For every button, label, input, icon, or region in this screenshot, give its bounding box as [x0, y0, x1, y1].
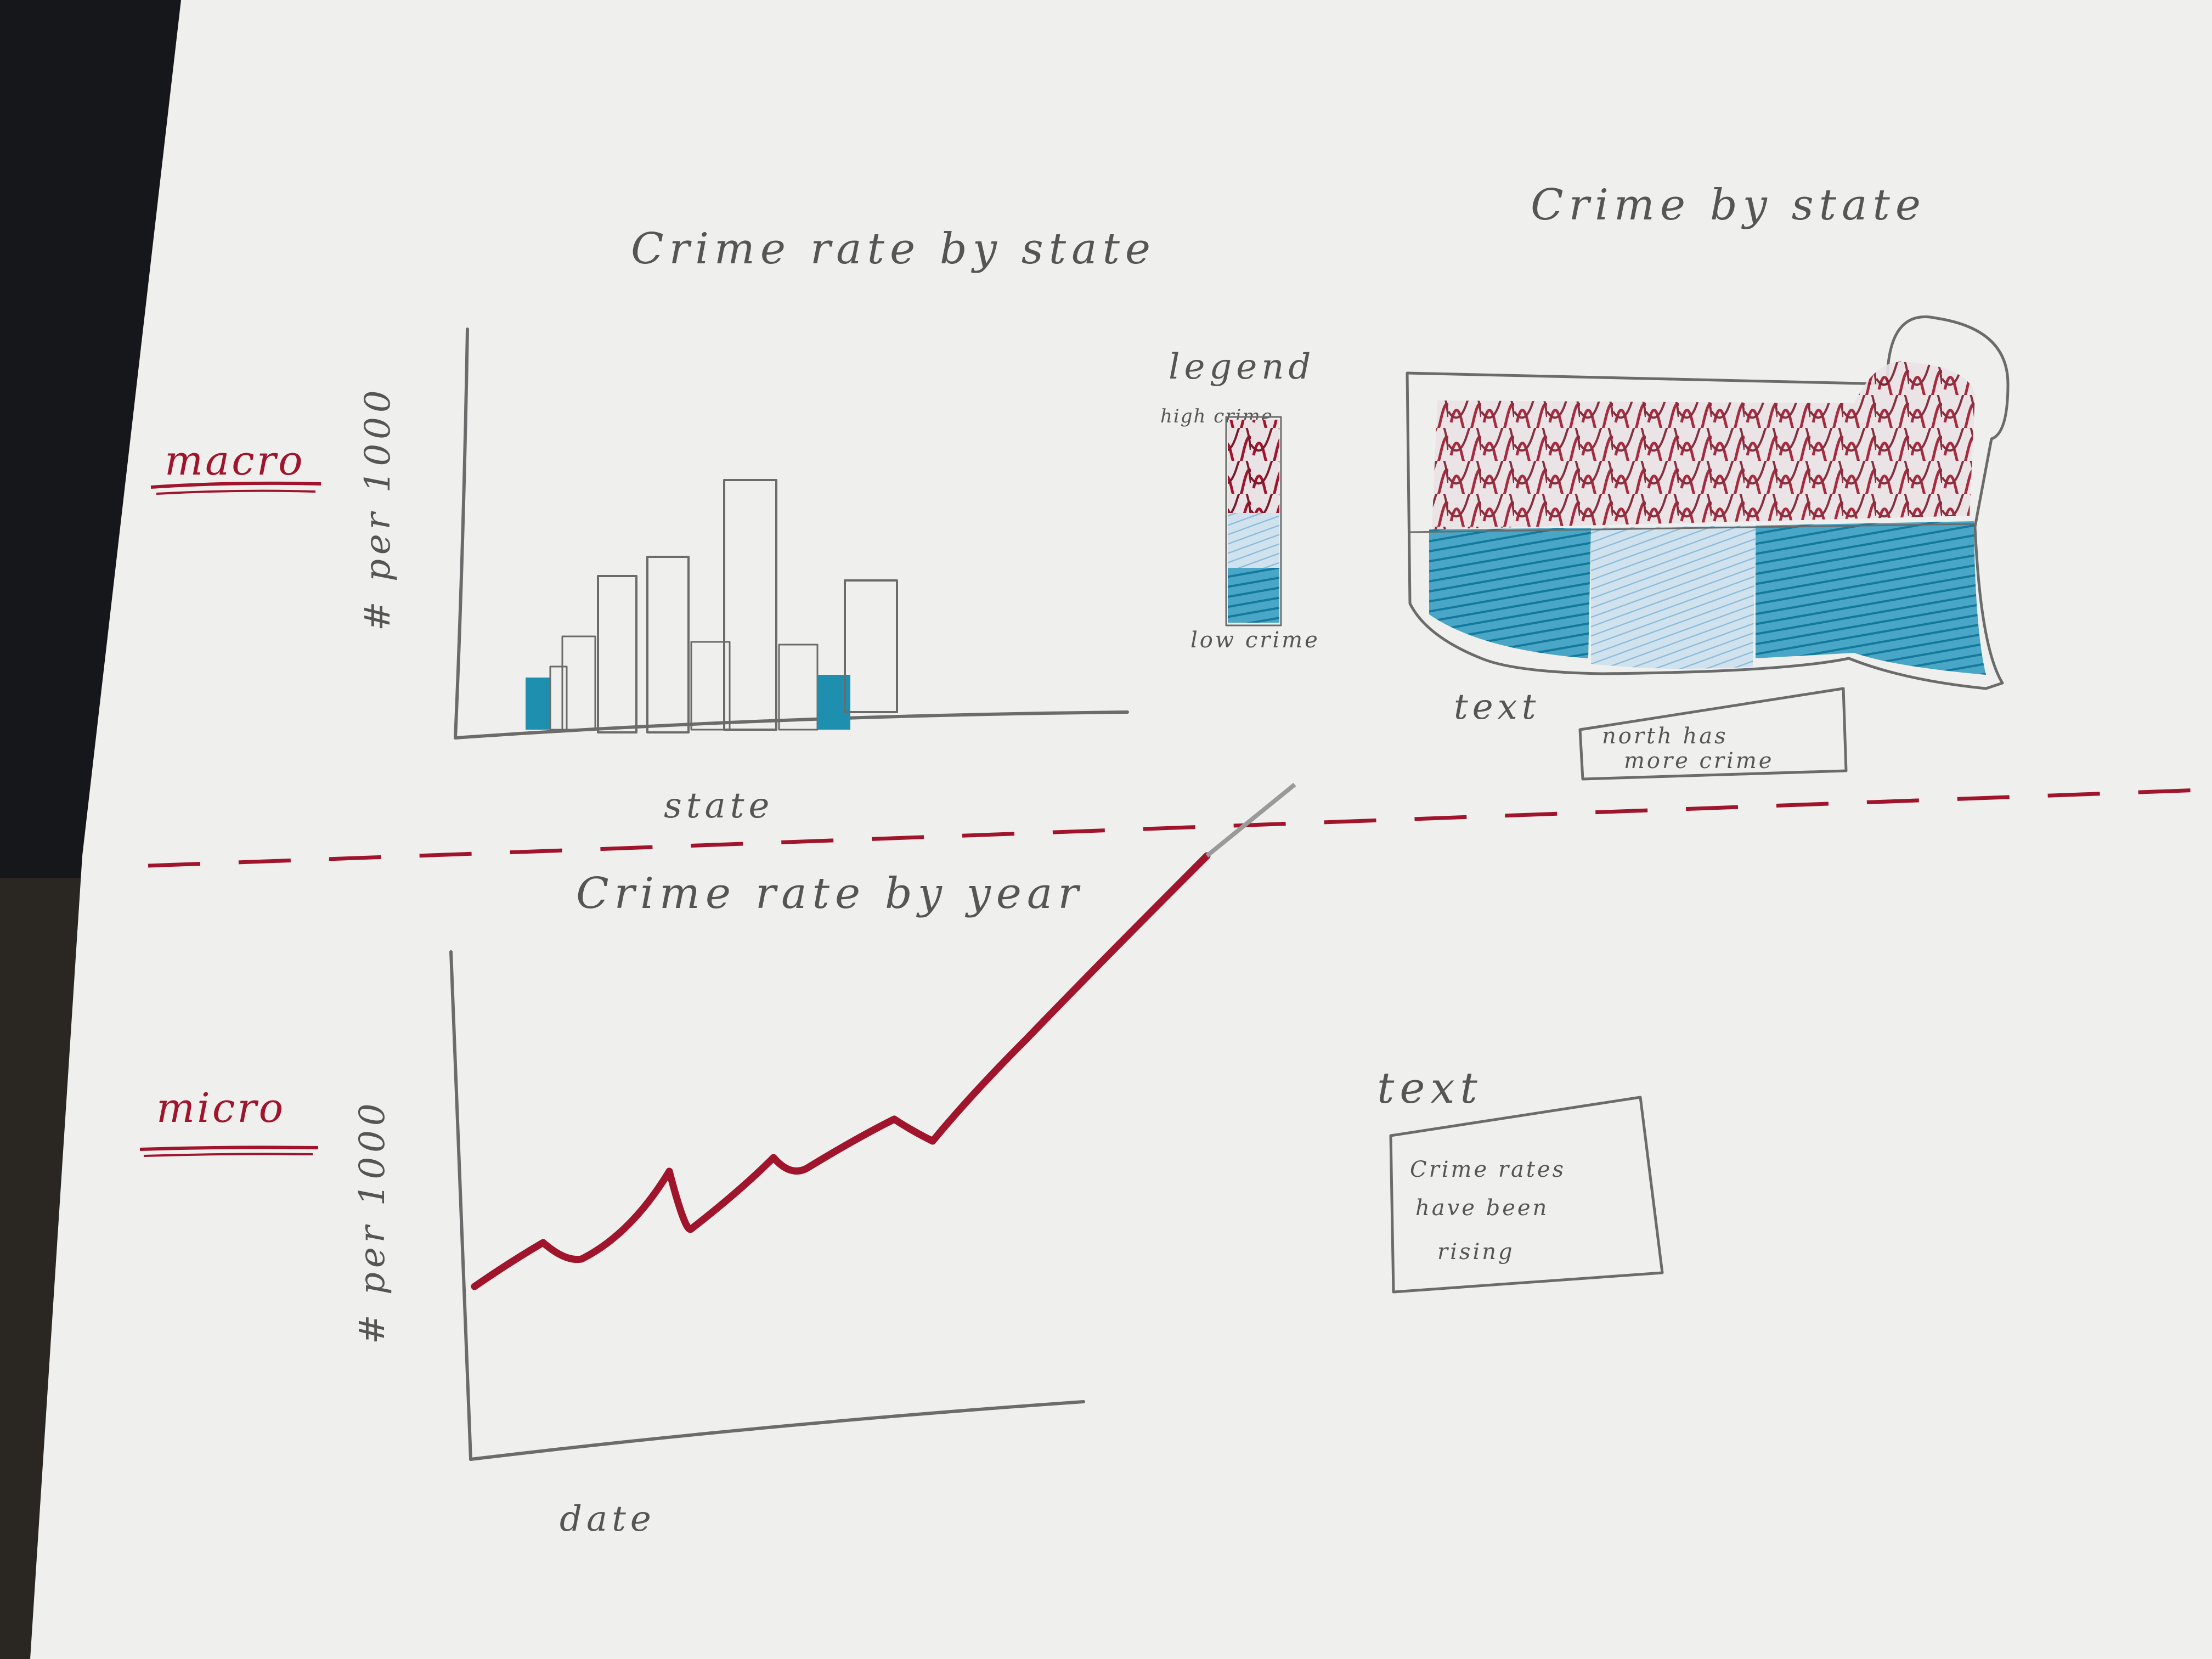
- map-divider: [1409, 523, 1976, 533]
- legend-bar-high: [1228, 420, 1279, 513]
- map-note-box: [1578, 687, 1848, 781]
- bar-chart-xlabel: state: [664, 786, 774, 826]
- line-chart-ylabel: # per 1000: [352, 1099, 393, 1344]
- bar-chart-sketch: Crime rate by state # per 1000 state: [358, 224, 1156, 826]
- section-divider: [148, 788, 2200, 868]
- bar-red-1: [597, 575, 637, 733]
- bottom-note-line-3: rising: [1437, 1239, 1515, 1265]
- trend-line: [471, 852, 1211, 1290]
- line-chart-sketch: Crime rate by year # per 1000 date: [352, 782, 1296, 1539]
- bar-light-3: [690, 641, 731, 731]
- line-chart-xlabel: date: [560, 1499, 656, 1539]
- bar-red-2: [646, 556, 690, 733]
- bar-chart-y-axis: [454, 328, 469, 740]
- legend-low: low crime: [1190, 628, 1320, 653]
- legend: legend high crime low crime: [1160, 347, 1320, 653]
- trend-line-pencil-extension: [1205, 782, 1296, 858]
- svg-text:micro: micro: [156, 1085, 285, 1132]
- legend-bar: [1225, 416, 1282, 627]
- line-chart-title: Crime rate by year: [576, 869, 1084, 918]
- legend-bar-mid: [1228, 513, 1279, 568]
- map-south-west: [1429, 528, 1591, 658]
- map-note-line-2: more crime: [1624, 748, 1774, 774]
- bottom-note-line-2: have been: [1415, 1195, 1549, 1221]
- bottom-note-box: [1389, 1096, 1664, 1294]
- bar-red-3: [723, 479, 777, 731]
- micro-label: micro: [139, 1085, 319, 1157]
- map-south-central: [1591, 526, 1756, 669]
- map-note-heading: text: [1454, 687, 1540, 727]
- legend-title: legend: [1169, 347, 1315, 387]
- bar-red-4: [844, 579, 898, 713]
- legend-bar-low: [1228, 568, 1279, 623]
- bottom-note-heading: text: [1377, 1064, 1483, 1113]
- bar-chart-ylabel: # per 1000: [358, 386, 398, 631]
- map-note-line-1: north has: [1602, 724, 1728, 749]
- bar-light-1: [549, 665, 568, 731]
- macro-label: macro: [150, 437, 321, 495]
- svg-text:macro: macro: [165, 437, 305, 484]
- line-chart-y-axis: [449, 950, 472, 1461]
- bar-small-teal-1: [526, 678, 550, 730]
- line-chart-x-axis: [469, 1400, 1085, 1461]
- map-title: Crime by state: [1531, 180, 1926, 230]
- map-south-east: [1756, 521, 1986, 675]
- bottom-note-line-1: Crime rates: [1410, 1157, 1566, 1182]
- map-outline: [1406, 315, 2010, 690]
- map-sketch: Crime by state text north has more crime: [1406, 180, 2010, 781]
- map-north-region: [1432, 361, 1975, 529]
- bottom-note: text Crime rates have been rising: [1377, 1064, 1664, 1294]
- bar-light-2: [561, 635, 596, 731]
- bar-chart-title: Crime rate by state: [631, 224, 1156, 274]
